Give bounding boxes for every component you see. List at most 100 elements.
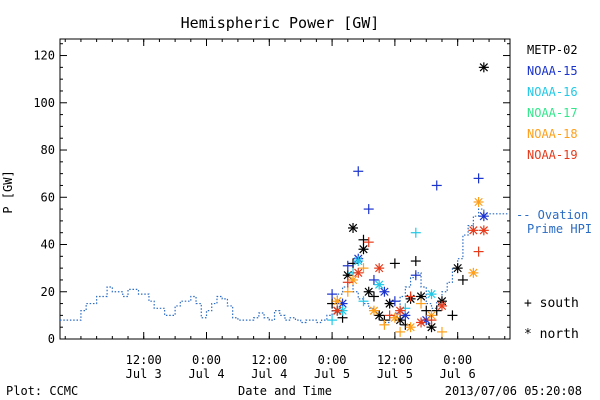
ovation-line-layer xyxy=(60,208,510,324)
data-point-metp-02-north xyxy=(363,286,374,297)
legend-item-metp-02: METP-02 xyxy=(527,43,578,57)
x-tick-label-date: Jul 4 xyxy=(188,367,224,381)
x-tick-label-time: 0:00 xyxy=(192,353,221,367)
data-point-metp-02-south xyxy=(431,305,442,316)
y-tick-label: 80 xyxy=(41,143,55,157)
x-tick-label-time: 12:00 xyxy=(377,353,413,367)
chart-title: Hemispheric Power [GW] xyxy=(181,14,380,32)
footer-left: Plot: CCMC xyxy=(6,384,78,398)
data-point-noaa-18-north xyxy=(468,267,479,278)
x-tick-label-time: 0:00 xyxy=(318,353,347,367)
y-tick-label: 0 xyxy=(48,332,55,346)
data-point-noaa-15-south xyxy=(342,260,353,271)
data-point-noaa-18-north xyxy=(368,305,379,316)
symbol-legend-south: + south xyxy=(524,296,579,311)
data-point-metp-02-north xyxy=(452,263,463,274)
legend: METP-02 NOAA-15 NOAA-16 NOAA-17 NOAA-18 NOAA-… xyxy=(516,43,592,342)
data-point-noaa-18-north xyxy=(348,274,359,285)
data-point-metp-02-north xyxy=(384,298,395,309)
data-point-noaa-18-north xyxy=(332,296,343,307)
ovation-legend-line1: -- Ovation xyxy=(516,208,588,222)
x-tick-label-date: Jul 5 xyxy=(314,367,350,381)
data-point-noaa-16-north xyxy=(353,256,364,267)
data-point-metp-02-south xyxy=(410,256,421,267)
data-point-noaa-18-south xyxy=(379,319,390,330)
ovation-legend-line2: Prime HPI xyxy=(527,222,592,236)
data-point-noaa-18-north xyxy=(389,312,400,323)
data-point-noaa-19-north xyxy=(374,263,385,274)
symbol-legend-north: * north xyxy=(524,327,579,342)
data-point-metp-02-south xyxy=(447,310,458,321)
data-point-metp-02-south xyxy=(389,258,400,269)
data-point-noaa-19-south xyxy=(405,291,416,302)
data-point-metp-02-south xyxy=(457,274,468,285)
data-point-noaa-18-south xyxy=(358,263,369,274)
data-point-noaa-16-south xyxy=(410,227,421,238)
data-point-noaa-19-north xyxy=(416,317,427,328)
data-point-metp-02-north xyxy=(478,62,489,73)
x-tick-label-date: Jul 6 xyxy=(440,367,476,381)
data-point-metp-02-north xyxy=(416,291,427,302)
y-tick-label: 60 xyxy=(41,190,55,204)
data-point-metp-02-north xyxy=(358,244,369,255)
y-tick-label: 40 xyxy=(41,238,55,252)
data-point-noaa-19-north xyxy=(353,267,364,278)
data-point-noaa-16-south xyxy=(358,296,369,307)
data-point-noaa-16-north xyxy=(374,279,385,290)
data-point-noaa-15-south xyxy=(368,274,379,285)
data-points-layer xyxy=(327,62,489,337)
data-point-noaa-16-south xyxy=(327,315,338,326)
legend-item-noaa-16: NOAA-16 xyxy=(527,85,578,99)
data-point-noaa-15-south xyxy=(389,296,400,307)
y-tick-label: 20 xyxy=(41,285,55,299)
data-point-noaa-15-south xyxy=(353,166,364,177)
data-point-noaa-18-south xyxy=(416,298,427,309)
data-point-noaa-18-north xyxy=(405,322,416,333)
data-point-noaa-18-north xyxy=(473,196,484,207)
legend-item-noaa-19: NOAA-19 xyxy=(527,148,578,162)
data-point-noaa-19-south xyxy=(473,246,484,257)
data-point-noaa-19-south xyxy=(384,310,395,321)
data-point-metp-02-north xyxy=(348,222,359,233)
y-axis-label: P [GW] xyxy=(1,170,15,213)
data-point-noaa-19-north xyxy=(468,225,479,236)
data-point-noaa-19-north xyxy=(395,305,406,316)
data-point-metp-02-south xyxy=(358,234,369,245)
data-point-noaa-19-north xyxy=(332,305,343,316)
data-point-noaa-19-north xyxy=(436,300,447,311)
x-tick-label-time: 12:00 xyxy=(126,353,162,367)
data-point-noaa-16-north xyxy=(426,289,437,300)
legend-item-noaa-17: NOAA-17 xyxy=(527,106,578,120)
y-axis: 0 20 40 60 80 100 120 xyxy=(33,43,510,346)
data-point-noaa-19-south xyxy=(342,277,353,288)
data-point-noaa-15-south xyxy=(431,180,442,191)
data-point-noaa-18-south xyxy=(395,326,406,337)
data-point-noaa-19-north xyxy=(478,225,489,236)
ovation-line xyxy=(60,208,510,324)
data-point-noaa-19-south xyxy=(426,315,437,326)
data-point-noaa-15-south xyxy=(327,289,338,300)
x-axis-label: Date and Time xyxy=(238,384,332,398)
x-tick-label-time: 0:00 xyxy=(443,353,472,367)
data-point-noaa-19-south xyxy=(363,237,374,248)
x-tick-label-date: Jul 5 xyxy=(377,367,413,381)
data-point-noaa-15-north xyxy=(379,286,390,297)
y-tick-label: 120 xyxy=(33,49,55,63)
data-point-noaa-15-south xyxy=(363,204,374,215)
data-point-noaa-15-north xyxy=(478,211,489,222)
x-tick-label-time: 12:00 xyxy=(251,353,287,367)
x-tick-label-date: Jul 4 xyxy=(251,367,287,381)
data-point-noaa-15-south xyxy=(473,173,484,184)
x-tick-label-date: Jul 3 xyxy=(126,367,162,381)
legend-item-noaa-18: NOAA-18 xyxy=(527,127,578,141)
data-point-metp-02-south xyxy=(368,291,379,302)
y-tick-label: 100 xyxy=(33,96,55,110)
data-point-metp-02-south xyxy=(421,305,432,316)
legend-item-noaa-15: NOAA-15 xyxy=(527,64,578,78)
footer-right: 2013/07/06 05:20:08 xyxy=(445,384,582,398)
data-point-noaa-15-south xyxy=(410,270,421,281)
data-point-noaa-18-south xyxy=(342,286,353,297)
data-point-noaa-18-south xyxy=(436,326,447,337)
